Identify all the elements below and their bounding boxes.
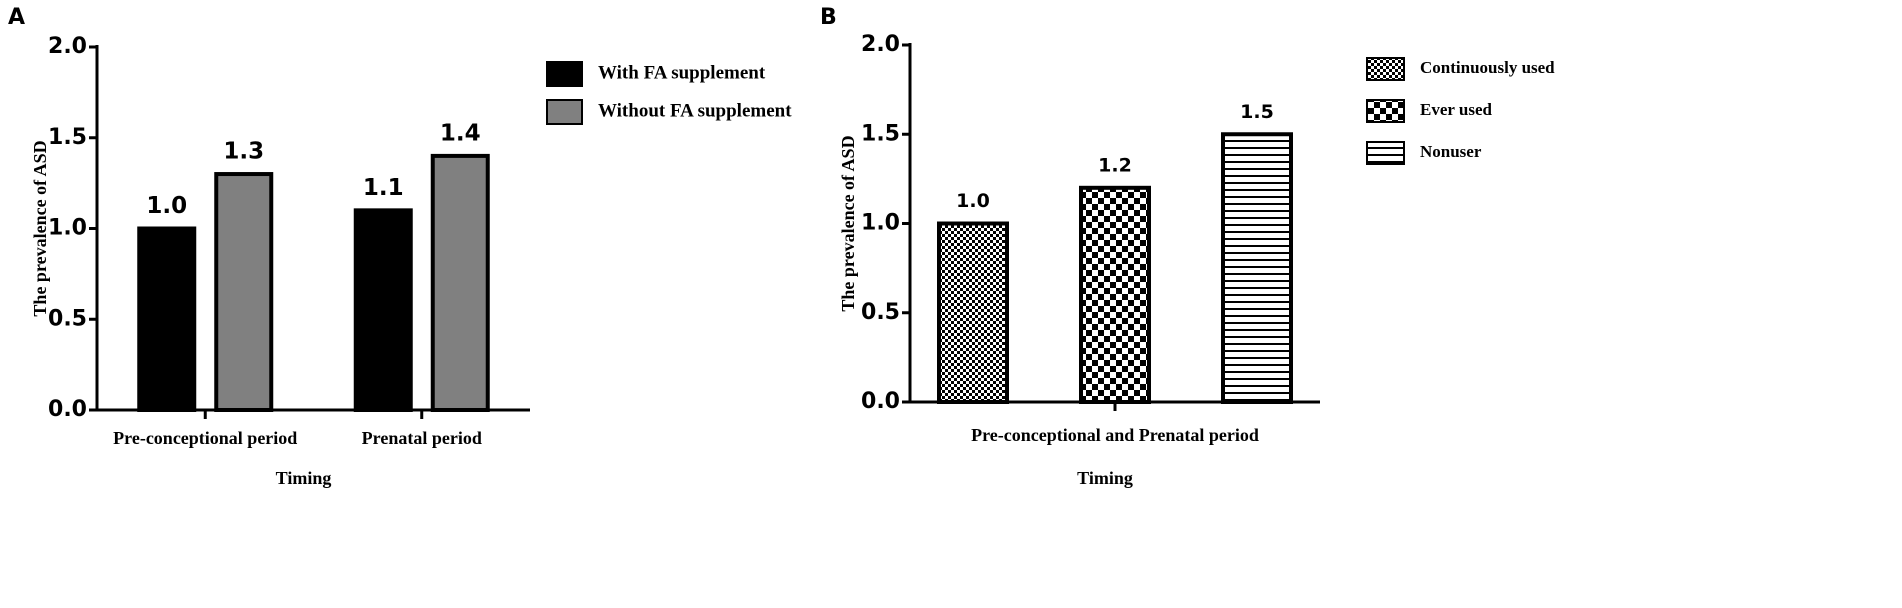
value-label: 1.2 bbox=[1098, 154, 1132, 176]
panel-label: B bbox=[820, 5, 837, 30]
y-tick-label: 1.0 bbox=[861, 211, 900, 236]
x-tick-label: Pre-conceptional period bbox=[113, 428, 297, 448]
bar bbox=[937, 221, 1009, 404]
legend-swatch bbox=[1366, 141, 1405, 165]
bar bbox=[1079, 185, 1151, 404]
bar bbox=[430, 153, 490, 412]
bar bbox=[137, 226, 197, 412]
y-tick-label: 0.0 bbox=[48, 397, 87, 422]
x-tick-label: Prenatal period bbox=[362, 428, 482, 448]
value-label: 1.0 bbox=[956, 190, 990, 212]
bar bbox=[214, 172, 274, 412]
legend-swatch bbox=[546, 99, 583, 125]
y-tick-label: 0.5 bbox=[48, 306, 87, 331]
legend-label: With FA supplement bbox=[598, 62, 766, 83]
y-axis-label: The prevalence of ASD bbox=[30, 140, 50, 316]
y-axis-label: The prevalence of ASD bbox=[838, 135, 858, 311]
value-label: 1.0 bbox=[146, 193, 187, 219]
value-label: 1.3 bbox=[223, 139, 264, 165]
chart: A The prevalence of ASD Timing 0.0 0.5 1.0 1.5… bbox=[8, 5, 792, 488]
panel-label: A bbox=[8, 5, 25, 30]
y-tick-label: 2.0 bbox=[861, 32, 900, 57]
value-label: 1.4 bbox=[440, 120, 481, 146]
value-label: 1.1 bbox=[363, 175, 404, 201]
x-axis-label: Timing bbox=[276, 468, 332, 488]
y-tick-label: 1.5 bbox=[861, 121, 900, 146]
legend-swatch bbox=[546, 61, 583, 87]
legend-label: Continuously used bbox=[1420, 58, 1555, 77]
y-tick-label: 0.0 bbox=[861, 389, 900, 414]
legend-swatch bbox=[1366, 57, 1405, 81]
chart: B The prevalence of ASD Timing 0.0 0.5 1.0 1.5… bbox=[820, 5, 1555, 488]
x-axis-label: Timing bbox=[1077, 468, 1133, 488]
bar bbox=[353, 208, 413, 412]
x-tick-label: Pre-conceptional and Prenatal period bbox=[971, 425, 1259, 445]
y-tick-label: 0.5 bbox=[861, 300, 900, 325]
legend-label: Ever used bbox=[1420, 100, 1492, 119]
legend-swatch bbox=[1366, 99, 1405, 123]
bar bbox=[1221, 132, 1293, 404]
value-label: 1.5 bbox=[1240, 101, 1274, 123]
y-tick-label: 1.0 bbox=[48, 216, 87, 241]
y-tick-label: 2.0 bbox=[48, 34, 87, 59]
legend-label: Nonuser bbox=[1420, 142, 1482, 161]
legend-label: Without FA supplement bbox=[598, 100, 792, 121]
y-tick-label: 1.5 bbox=[48, 125, 87, 150]
